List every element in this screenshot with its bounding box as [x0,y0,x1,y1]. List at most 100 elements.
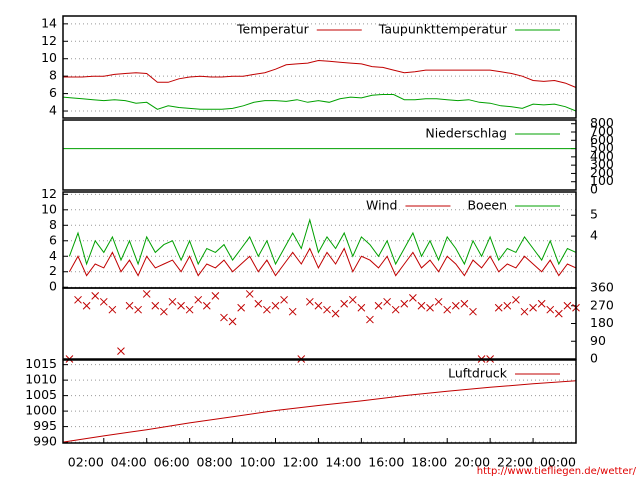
point [125,301,134,310]
point [228,317,237,326]
point [288,307,297,316]
y-tick-label: 500 [590,140,614,155]
x-tick-label: 04:00 [111,455,147,470]
point [151,301,160,310]
x-tick-label: 14:00 [325,455,361,470]
point [160,307,168,316]
point [82,301,91,310]
series-line [68,218,577,266]
series-line [68,247,577,277]
series-line [63,59,577,88]
point [331,309,340,318]
point [554,309,563,318]
y-tick-label: 0 [49,279,57,294]
y-tick-label: 0 [590,351,598,366]
point [194,295,203,304]
point [134,305,142,314]
point [443,305,452,314]
x-tick-label: 00:00 [540,455,576,470]
x-tick-label: 02:00 [68,455,104,470]
point [323,305,331,314]
plot-frame [62,359,577,444]
point [409,294,417,302]
point [400,299,409,308]
point [494,303,503,312]
x-tick-label: 20:00 [454,455,490,470]
point [280,295,288,304]
point [74,295,82,304]
y-tick-label: 1005 [25,387,57,402]
plot-frame [62,15,577,119]
point [451,301,460,310]
y-tick-label: 995 [33,418,57,433]
point [340,299,349,308]
y-tick-label: 200 [590,165,614,180]
y-tick-label: 0 [590,182,598,197]
series-line [62,380,577,443]
y-tick-label: 12 [41,186,57,201]
point [357,303,366,312]
point [220,313,228,322]
point [512,295,520,304]
y-tick-label: 1015 [25,356,57,371]
point [417,301,426,310]
y-tick-label: 300 [590,157,614,172]
point [91,292,100,300]
plot-frame [62,119,577,191]
x-tick-label: 08:00 [197,455,233,470]
source-link: http://www.tiefliegen.de/wetter/ [477,466,637,477]
y-tick-label: 6 [49,232,57,247]
y-tick-label: 360 [590,280,614,295]
point [263,305,271,314]
y-tick-label: 90 [590,333,606,348]
y-tick-label: 10 [41,201,57,216]
y2-tick-label: 5 [590,207,598,222]
point [168,297,177,306]
legend-label: Luftdruck [448,366,508,381]
point [314,301,323,310]
x-tick-label: 12:00 [282,455,318,470]
point [383,297,391,306]
y-tick-label: 12 [41,33,57,48]
point [117,347,125,355]
y-tick-label: 8 [49,217,57,232]
point [211,292,220,300]
y-tick-label: 1010 [25,372,57,387]
point [237,303,246,312]
plot-frame [62,287,577,360]
point [503,301,512,310]
point [374,301,383,310]
y-tick-label: 100 [590,173,614,188]
point [563,301,572,310]
y-tick-label: 4 [49,103,57,118]
x-tick-label: 06:00 [154,455,190,470]
y-tick-label: 1000 [25,403,57,418]
x-tick-label: 22:00 [497,455,533,470]
point [177,301,185,310]
y-tick-label: 6 [49,85,57,100]
x-tick-label: 18:00 [411,455,447,470]
point [366,315,374,324]
point [245,290,254,298]
point [305,297,314,306]
y-tick-label: 270 [590,297,614,312]
y-tick-label: 400 [590,148,614,163]
point [546,305,555,314]
y-tick-label: 10 [41,50,57,65]
series-line [62,94,577,112]
y-tick-label: 800 [590,115,614,130]
legend-label: Niederschlag [425,126,507,141]
point [537,299,546,308]
y-tick-label: 700 [590,124,614,139]
point [426,303,434,312]
y-tick-label: 180 [590,315,614,330]
y-tick-label: 4 [49,248,57,263]
point [348,295,357,304]
legend-label: Temperatur [236,22,310,37]
y-tick-label: 14 [41,15,57,30]
y-tick-label: 990 [33,434,57,449]
legend-label: Wind [366,198,397,213]
point [460,299,469,308]
